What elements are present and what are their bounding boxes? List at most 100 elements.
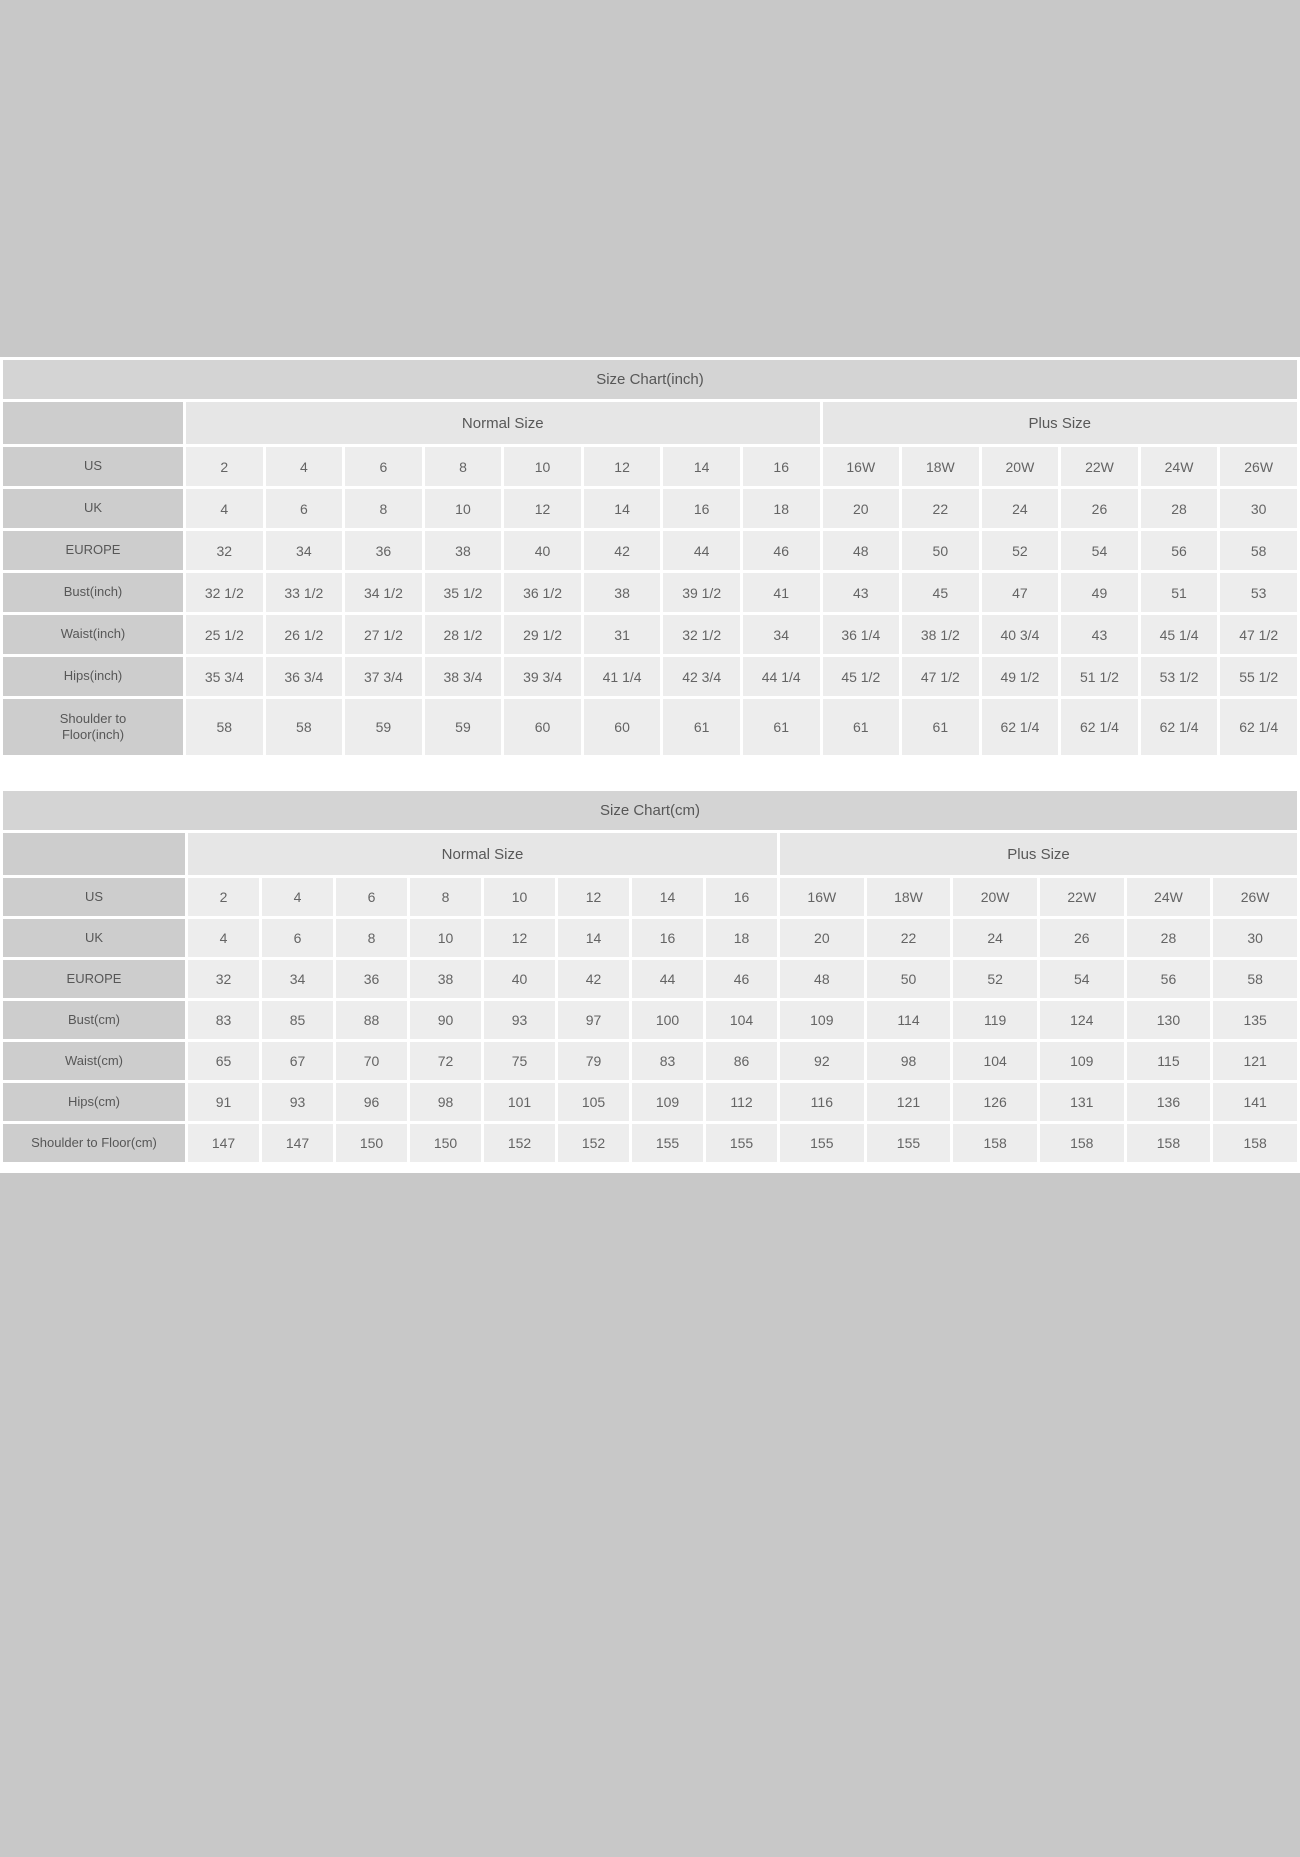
table-title-row: Size Chart(inch) — [3, 360, 1297, 399]
size-value: 91 — [188, 1083, 259, 1121]
row-label: UK — [3, 919, 185, 957]
size-value: 24W — [1126, 878, 1211, 916]
size-value: 59 — [345, 699, 422, 755]
size-value: 86 — [706, 1042, 777, 1080]
size-value: 59 — [424, 699, 502, 755]
size-value: 31 — [583, 615, 661, 654]
size-value: 45 — [902, 573, 979, 612]
size-value: 97 — [558, 1001, 629, 1039]
size-value: 121 — [1213, 1042, 1297, 1080]
size-value: 53 1/2 — [1140, 657, 1218, 696]
size-value: 24 — [953, 919, 1037, 957]
size-value: 115 — [1126, 1042, 1211, 1080]
size-value: 28 1/2 — [424, 615, 502, 654]
size-value: 141 — [1213, 1083, 1297, 1121]
size-value: 24W — [1140, 447, 1218, 486]
size-value: 38 3/4 — [424, 657, 502, 696]
size-value: 90 — [410, 1001, 481, 1039]
size-value: 32 — [186, 531, 263, 570]
table-row: UK 4 6 8 10 12 14 16 18 20 22 24 26 28 30 — [3, 489, 1297, 528]
size-value: 36 — [336, 960, 407, 998]
size-value: 20 — [780, 919, 864, 957]
size-value: 49 — [1061, 573, 1138, 612]
size-value: 12 — [504, 489, 581, 528]
size-value: 155 — [780, 1124, 864, 1162]
row-label: Hips(inch) — [3, 657, 183, 696]
size-value: 54 — [1061, 531, 1138, 570]
size-value: 98 — [866, 1042, 951, 1080]
table-row: US 2 4 6 8 10 12 14 16 16W 18W 20W 22W 24W 26W — [3, 878, 1297, 916]
size-value: 60 — [504, 699, 581, 755]
size-value: 8 — [345, 489, 422, 528]
size-value: 61 — [822, 699, 900, 755]
size-value: 18 — [706, 919, 777, 957]
table-title: Size Chart(inch) — [3, 360, 1297, 399]
size-value: 155 — [632, 1124, 703, 1162]
size-value: 2 — [186, 447, 263, 486]
size-value: 48 — [822, 531, 900, 570]
size-value: 147 — [262, 1124, 333, 1162]
size-value: 24 — [981, 489, 1059, 528]
row-label: Bust(cm) — [3, 1001, 185, 1039]
size-value: 93 — [484, 1001, 555, 1039]
row-label: Bust(inch) — [3, 573, 183, 612]
size-value: 124 — [1039, 1001, 1124, 1039]
table-row: Bust(inch) 32 1/2 33 1/2 34 1/2 35 1/2 36 1/2… — [3, 573, 1297, 612]
table-row: Waist(inch) 25 1/2 26 1/2 27 1/2 28 1/2 29 1/… — [3, 615, 1297, 654]
size-value: 38 — [424, 531, 502, 570]
size-value: 109 — [632, 1083, 703, 1121]
size-value: 30 — [1220, 489, 1297, 528]
size-value: 22W — [1039, 878, 1124, 916]
size-value: 50 — [866, 960, 951, 998]
size-value: 28 — [1140, 489, 1218, 528]
size-value: 16W — [780, 878, 864, 916]
size-value: 30 — [1213, 919, 1297, 957]
size-value: 65 — [188, 1042, 259, 1080]
size-value: 25 1/2 — [186, 615, 263, 654]
size-value: 38 — [583, 573, 661, 612]
group-header: Plus Size — [822, 402, 1297, 444]
size-value: 92 — [780, 1042, 864, 1080]
table-title-row: Size Chart(cm) — [3, 791, 1297, 830]
size-value: 12 — [583, 447, 661, 486]
size-value: 131 — [1039, 1083, 1124, 1121]
size-value: 22 — [866, 919, 951, 957]
size-value: 45 1/4 — [1140, 615, 1218, 654]
size-value: 51 — [1140, 573, 1218, 612]
table-row: Bust(cm) 83 85 88 90 93 97 100 104 109 114 119 124 13… — [3, 1001, 1297, 1039]
size-value: 38 — [410, 960, 481, 998]
size-value: 45 1/2 — [822, 657, 900, 696]
table-row: Hips(inch) 35 3/4 36 3/4 37 3/4 38 3/4 39 3/4… — [3, 657, 1297, 696]
size-value: 58 — [1220, 531, 1297, 570]
size-value: 70 — [336, 1042, 407, 1080]
size-value: 48 — [780, 960, 864, 998]
table-row: EUROPE 32 34 36 38 40 42 44 46 48 50 52 54 56 58 — [3, 960, 1297, 998]
size-value: 14 — [632, 878, 703, 916]
size-value: 56 — [1126, 960, 1211, 998]
size-value: 36 1/2 — [504, 573, 581, 612]
size-value: 16 — [632, 919, 703, 957]
size-value: 62 1/4 — [1220, 699, 1297, 755]
size-value: 98 — [410, 1083, 481, 1121]
size-value: 34 1/2 — [345, 573, 422, 612]
size-value: 32 — [188, 960, 259, 998]
size-value: 18 — [742, 489, 820, 528]
size-value: 43 — [822, 573, 900, 612]
table-row: UK 4 6 8 10 12 14 16 18 20 22 24 26 28 30 — [3, 919, 1297, 957]
size-value: 47 — [981, 573, 1059, 612]
size-value: 39 3/4 — [504, 657, 581, 696]
group-header-row: Normal Size Plus Size — [3, 833, 1297, 875]
size-value: 50 — [902, 531, 979, 570]
size-value: 83 — [188, 1001, 259, 1039]
size-value: 41 1/4 — [583, 657, 661, 696]
size-value: 8 — [424, 447, 502, 486]
size-value: 14 — [583, 489, 661, 528]
size-chart-inch: Size Chart(inch) Normal Size Plus Size US 2 4… — [0, 357, 1300, 758]
size-value: 39 1/2 — [663, 573, 740, 612]
size-value: 8 — [410, 878, 481, 916]
size-value: 37 3/4 — [345, 657, 422, 696]
row-label: EUROPE — [3, 531, 183, 570]
size-value: 46 — [742, 531, 820, 570]
size-value: 101 — [484, 1083, 555, 1121]
size-chart-panel: Size Chart(inch) Normal Size Plus Size US 2 4… — [0, 357, 1300, 1173]
